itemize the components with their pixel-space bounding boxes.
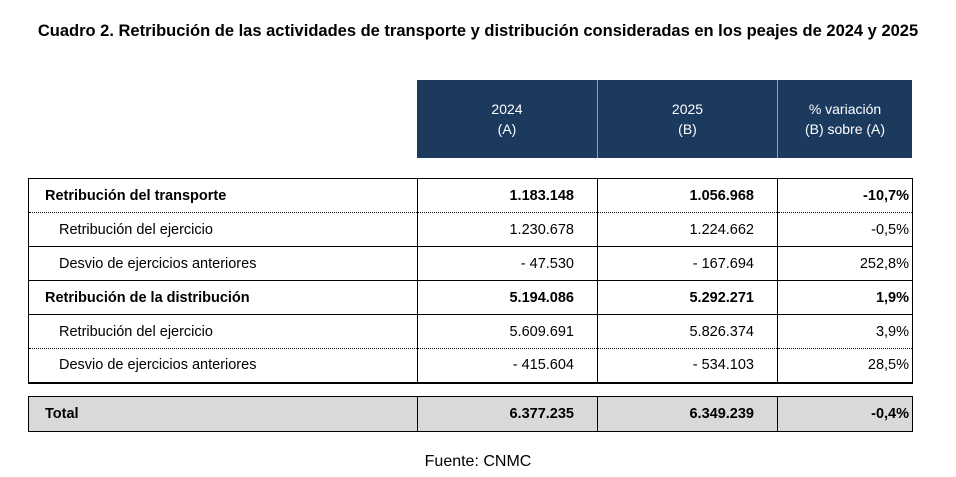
table-row: Desvio de ejercicios anteriores - 415.60… [28,348,913,384]
table-row: Retribución del ejercicio 1.230.678 1.22… [28,212,913,247]
source-note: Fuente: CNMC [424,453,532,470]
value-2025: - 167.694 [597,246,778,281]
row-label: Desvio de ejercicios anteriores [28,246,418,281]
value-variation: -10,7% [777,178,913,213]
total-2025: 6.349.239 [597,396,778,432]
retribution-table: Retribución del transporte 1.183.148 1.0… [28,178,913,384]
table-row: Retribución del ejercicio 5.609.691 5.82… [28,314,913,349]
value-2025: 5.292.271 [597,280,778,315]
value-2025: 1.224.662 [597,212,778,247]
value-2025: - 534.103 [597,348,778,384]
header-tag: (A) [497,121,517,137]
total-row: Total 6.377.235 6.349.239 -0,4% [28,396,913,432]
row-label: Desvio de ejercicios anteriores [28,348,418,384]
header-col-variation: % variación (B) sobre (A) [777,80,912,158]
total-label: Total [28,396,418,432]
row-label: Retribución del ejercicio [28,314,418,349]
total-table: Total 6.377.235 6.349.239 -0,4% [28,396,913,432]
table-title: Cuadro 2. Retribución de las actividades… [37,22,919,40]
total-variation: -0,4% [777,396,913,432]
value-variation: 3,9% [777,314,913,349]
header-variation-title: % variación [808,101,882,117]
value-2024: 5.609.691 [417,314,598,349]
value-2024: 5.194.086 [417,280,598,315]
value-2024: - 47.530 [417,246,598,281]
value-2025: 5.826.374 [597,314,778,349]
header-tag: (B) [678,121,697,137]
header-col-2024: 2024 (A) [417,80,597,158]
table-row: Retribución del transporte 1.183.148 1.0… [28,178,913,213]
table-row: Retribución de la distribución 5.194.086… [28,280,913,315]
row-label: Retribución del ejercicio [28,212,418,247]
table-row: Desvio de ejercicios anteriores - 47.530… [28,246,913,281]
value-variation: -0,5% [777,212,913,247]
header-year: 2024 [491,101,523,117]
value-2024: - 415.604 [417,348,598,384]
row-label: Retribución del transporte [28,178,418,213]
header-col-2025: 2025 (B) [597,80,777,158]
header-variation-sub: (B) sobre (A) [804,121,886,137]
header-year: 2025 [671,101,704,117]
value-variation: 28,5% [777,348,913,384]
value-2024: 1.230.678 [417,212,598,247]
row-label: Retribución de la distribución [28,280,418,315]
value-2024: 1.183.148 [417,178,598,213]
value-variation: 1,9% [777,280,913,315]
total-2024: 6.377.235 [417,396,598,432]
value-2025: 1.056.968 [597,178,778,213]
value-variation: 252,8% [777,246,913,281]
